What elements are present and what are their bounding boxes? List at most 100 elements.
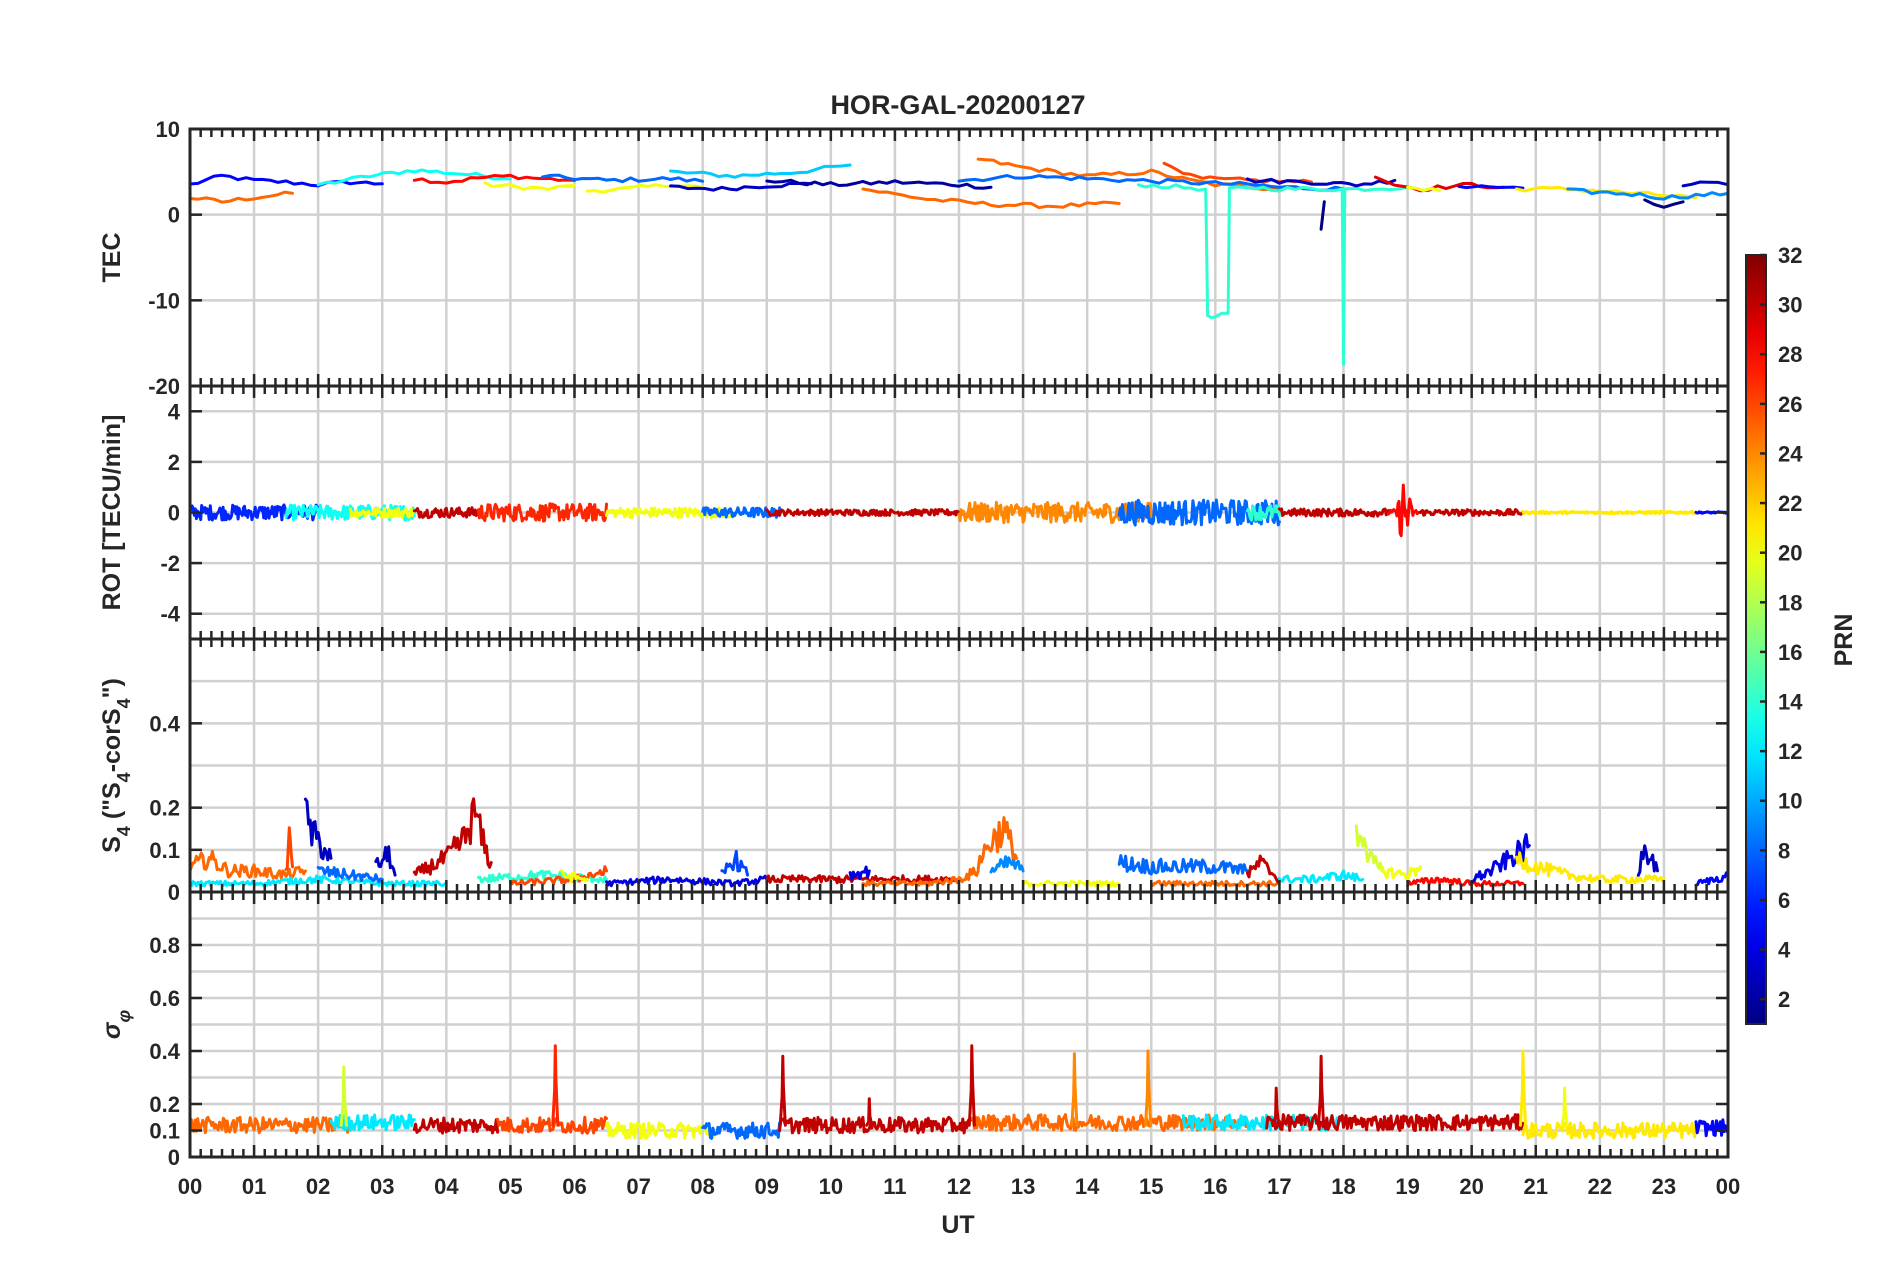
series-prn-5: [190, 173, 384, 188]
y-tick-label: 0.1: [149, 1119, 180, 1144]
series-prn-20: [348, 506, 416, 519]
colorbar-tick-label: 32: [1778, 243, 1802, 268]
spike-prn-24: [1144, 1049, 1153, 1127]
x-tick-label: 08: [690, 1174, 714, 1199]
colorbar-tick-label: 30: [1778, 293, 1802, 318]
spike-prn-30: [778, 1054, 787, 1127]
y-tick-label: 0.6: [149, 986, 180, 1011]
spike-prn-30: [865, 1097, 874, 1127]
panel-sigma: 0.8 0.6 0.4 0.20.10 σφ: [98, 890, 1730, 1170]
x-tick-label: 00: [178, 1174, 202, 1199]
series-prn-1: [1643, 198, 1685, 209]
colorbar-tick-label: 22: [1778, 491, 1802, 516]
x-tick-label: 05: [498, 1174, 522, 1199]
series-prn-13: [316, 168, 512, 187]
series-prn-20: [1406, 185, 1442, 193]
spike-prn-24: [1070, 1052, 1079, 1127]
y-tick-label: 2: [168, 450, 180, 475]
y-tick-label: 0: [168, 203, 180, 228]
series-prn-5: [1694, 871, 1728, 887]
spike-prn-30: [1272, 1086, 1281, 1127]
series-prn-8: [701, 1121, 782, 1140]
y-tick-label: 4: [168, 399, 181, 424]
series-prn-21: [1521, 1121, 1698, 1140]
spike-prn-20: [1560, 1086, 1569, 1127]
colorbar-tick-label: 20: [1778, 541, 1802, 566]
series-prn-25: [861, 866, 980, 888]
y-axis-label-sigma: σφ: [98, 1010, 134, 1040]
x-tick-label: 20: [1459, 1174, 1483, 1199]
traces-tec: [190, 157, 1728, 367]
traces-sigma: [190, 1044, 1728, 1140]
x-axis-label: UT: [941, 1211, 974, 1239]
series-prn-25: [190, 190, 294, 204]
colorbar-tick-label: 4: [1778, 938, 1791, 963]
colorbar-tick-label: 2: [1778, 987, 1790, 1012]
y-tick-label: -20: [148, 374, 180, 399]
y-axis-label-tec: TEC: [98, 233, 126, 283]
series-prn-21: [1521, 509, 1698, 516]
y-tick-label: 0: [168, 501, 180, 526]
series-prn-30: [1418, 508, 1525, 517]
series-prn-14: [1245, 504, 1281, 522]
y-tick-label: 0.4: [149, 1039, 180, 1064]
x-axis: 00 01 02 03 04 05 06 07 08 09 10 11 12 13 14 15 16 17 18 19…: [178, 1174, 1740, 1199]
y-tick-label: 0.8: [149, 933, 180, 958]
colorbar-tick-label: 28: [1778, 342, 1802, 367]
series-prn-25: [190, 1115, 352, 1135]
x-tick-label: 09: [755, 1174, 779, 1199]
x-tick-label: 01: [242, 1174, 266, 1199]
y-tick-label: -4: [160, 602, 180, 627]
series-prn-30: [1245, 854, 1281, 884]
spike-prn-30: [1317, 1054, 1326, 1127]
y-tick-label: 0.2: [149, 796, 180, 821]
y-tick-label: 10: [156, 117, 180, 142]
x-tick-label: 03: [370, 1174, 394, 1199]
series-prn-11: [669, 163, 852, 179]
series-prn-12: [1277, 869, 1365, 885]
x-tick-label: 18: [1331, 1174, 1355, 1199]
series-prn-9: [1566, 187, 1728, 201]
spike-prn-21: [1518, 1049, 1527, 1127]
x-tick-label: 16: [1203, 1174, 1227, 1199]
x-tick-label: 14: [1075, 1174, 1100, 1199]
x-tick-label: 04: [434, 1174, 459, 1199]
series-prn-30: [412, 1116, 500, 1135]
colorbar: 32 30 28 26 24 22 20 18 16 14 12 10 8 6 4 2 PRN: [1745, 243, 1858, 1025]
series-prn-7: [720, 849, 749, 877]
series-prn-24: [957, 500, 1153, 525]
series-prn-3: [1245, 177, 1397, 188]
series-prn-20: [560, 869, 589, 883]
x-tick-label: 15: [1139, 1174, 1163, 1199]
colorbar-label: PRN: [1830, 614, 1858, 667]
series-prn-25: [861, 187, 1121, 210]
x-tick-label: 19: [1395, 1174, 1419, 1199]
colorbar-tick-label: 16: [1778, 640, 1802, 665]
y-tick-label: 0: [168, 880, 180, 905]
series-prn-3: [669, 181, 814, 192]
panel-rot: 4 2 0 -2 -4 ROT [TECU/min]: [98, 384, 1730, 641]
series-prn-28: [1386, 483, 1422, 538]
series-prn-20: [1380, 865, 1422, 881]
series-prn-5: [1457, 184, 1525, 190]
series-prn-30: [778, 1115, 974, 1135]
series-prn-30: [765, 508, 961, 517]
series-prn-5: [1694, 1118, 1728, 1138]
colorbar-tick-label: 26: [1778, 392, 1802, 417]
series-prn-30: [1265, 1113, 1525, 1132]
panel-tec: 10 0 -10 -20 TEC: [98, 117, 1730, 399]
y-tick-label: 0.1: [149, 838, 180, 863]
x-tick-label: 22: [1588, 1174, 1612, 1199]
series-prn-20: [1021, 879, 1121, 888]
x-tick-label: 00: [1716, 1174, 1740, 1199]
series-prn-3: [374, 845, 397, 877]
series-prn-1: [1319, 200, 1326, 231]
x-tick-label: 12: [947, 1174, 971, 1199]
colorbar-tick-label: 6: [1778, 888, 1790, 913]
y-axis-label-s4: S4 ("S4-corS4"): [98, 678, 134, 853]
series-prn-4: [605, 874, 769, 888]
series-prn-8: [701, 506, 782, 519]
series-prn-8: [541, 173, 705, 184]
y-tick-label: 0: [168, 1145, 180, 1170]
